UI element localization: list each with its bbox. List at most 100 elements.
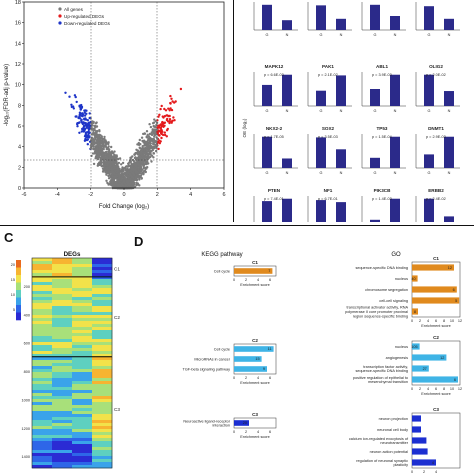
volcano-point [85, 112, 88, 116]
volcano-point [160, 131, 163, 134]
enrichment-tick: 0 [411, 319, 413, 323]
bar-erbb2-1 [444, 216, 454, 222]
heatmap-cell [52, 363, 73, 367]
volcano-point [112, 185, 115, 188]
volcano-point [142, 166, 146, 170]
volcano-point [149, 125, 153, 129]
volcano-point [128, 168, 131, 171]
volcano-point [162, 116, 165, 119]
heatmap-cell [32, 327, 53, 331]
heatmap-cell [32, 348, 53, 352]
volcano-point [119, 183, 122, 186]
heatmap-cell [72, 390, 93, 394]
heatmap-cell [32, 438, 53, 442]
heatmap-cell [52, 396, 73, 400]
enrichment-term: regulation of neuronal synaptic [356, 459, 408, 463]
volcano-point [102, 155, 105, 159]
heatmap-cell [32, 417, 53, 421]
volcano-point [86, 136, 90, 139]
heatmap-cell [32, 285, 53, 289]
heatmap-cell [32, 390, 53, 394]
bar-xlabel: G [374, 109, 377, 113]
heatmap-cell [72, 420, 93, 424]
volcano-point [144, 161, 148, 164]
volcano-point [121, 183, 124, 186]
heatmap-cell [92, 354, 113, 358]
heatmap-cell [92, 429, 113, 433]
p-value-label: p = 7.4E-01 [264, 197, 284, 201]
volcano-point [113, 150, 116, 153]
enrichment-tick: 4 [427, 319, 429, 323]
enrichment-tick: 2 [419, 387, 421, 391]
bar-dnmt1-0 [424, 154, 434, 168]
heatmap-cell [92, 315, 113, 319]
volcano-point [91, 133, 94, 136]
enrichment-term: sequence-specific DNA binding [355, 266, 408, 270]
bar-xlabel: G [374, 33, 377, 37]
heatmap-cell [72, 459, 93, 463]
volcano-xtick: -4 [55, 192, 60, 198]
volcano-point [133, 183, 136, 186]
heatmap-cell [72, 444, 93, 448]
enrichment-xlabel: Enrichment score [240, 381, 270, 385]
enrichment-term: transcription factor activity, [363, 365, 408, 369]
volcano-point [77, 116, 80, 120]
heatmap-cell [32, 426, 53, 430]
volcano-point [156, 137, 159, 141]
volcano-point [99, 160, 103, 163]
volcano-point [146, 149, 150, 153]
heatmap-cell [92, 357, 113, 361]
heatmap-cell [32, 423, 53, 427]
volcano-point [168, 120, 171, 123]
gene-label: NF1 [324, 188, 333, 193]
heatmap-cell [72, 426, 93, 430]
heatmap-cell [32, 429, 53, 433]
bar-xlabel: N [394, 171, 397, 175]
volcano-point [112, 179, 116, 182]
bar-pak1-1 [336, 75, 346, 106]
volcano-point [145, 167, 148, 170]
volcano-point [90, 136, 94, 139]
heatmap-cell [92, 387, 113, 391]
volcano-point [81, 127, 84, 131]
volcano-point [104, 168, 107, 172]
volcano-point [122, 167, 126, 170]
volcano-point [87, 134, 90, 137]
enrichment-tick: 6 [269, 430, 271, 434]
heatmap-cell [52, 411, 73, 415]
volcano-point [168, 121, 171, 125]
heatmap-cell [52, 282, 73, 286]
volcano-xtick: 2 [156, 192, 159, 198]
enrichment-tick: 0 [233, 376, 235, 380]
volcano-point [95, 121, 98, 124]
volcano-point [137, 176, 141, 179]
heatmap-cell [32, 360, 53, 364]
volcano-point [141, 148, 144, 151]
bar-xlabel: G [428, 171, 431, 175]
volcano-point [169, 107, 172, 110]
volcano-point [137, 168, 140, 171]
volcano-point [71, 105, 75, 108]
heatmap-cell [32, 300, 53, 304]
volcano-point [152, 137, 155, 141]
volcano-point [110, 152, 113, 155]
volcano-point [144, 143, 147, 146]
volcano-point [127, 164, 131, 167]
heatmap-cell [92, 267, 113, 271]
volcano-point [116, 183, 120, 186]
volcano-point [148, 123, 151, 126]
heatmap-cell [32, 369, 53, 373]
heatmap-cell [32, 342, 53, 346]
enrichment-term: cell-cell signaling [379, 299, 408, 303]
volcano-point [92, 162, 96, 166]
volcano-point [155, 144, 158, 148]
bar-top1-0 [316, 5, 326, 30]
heatmap-cell [32, 396, 53, 400]
volcano-point [165, 135, 168, 138]
heatmap-cell [32, 291, 53, 295]
volcano-point [120, 163, 123, 166]
bar-dnmt1-1 [444, 136, 454, 168]
heatmap-ytick: 1000 [22, 398, 30, 402]
heatmap-cell [32, 453, 53, 457]
enrichment-term: interaction [212, 424, 230, 428]
